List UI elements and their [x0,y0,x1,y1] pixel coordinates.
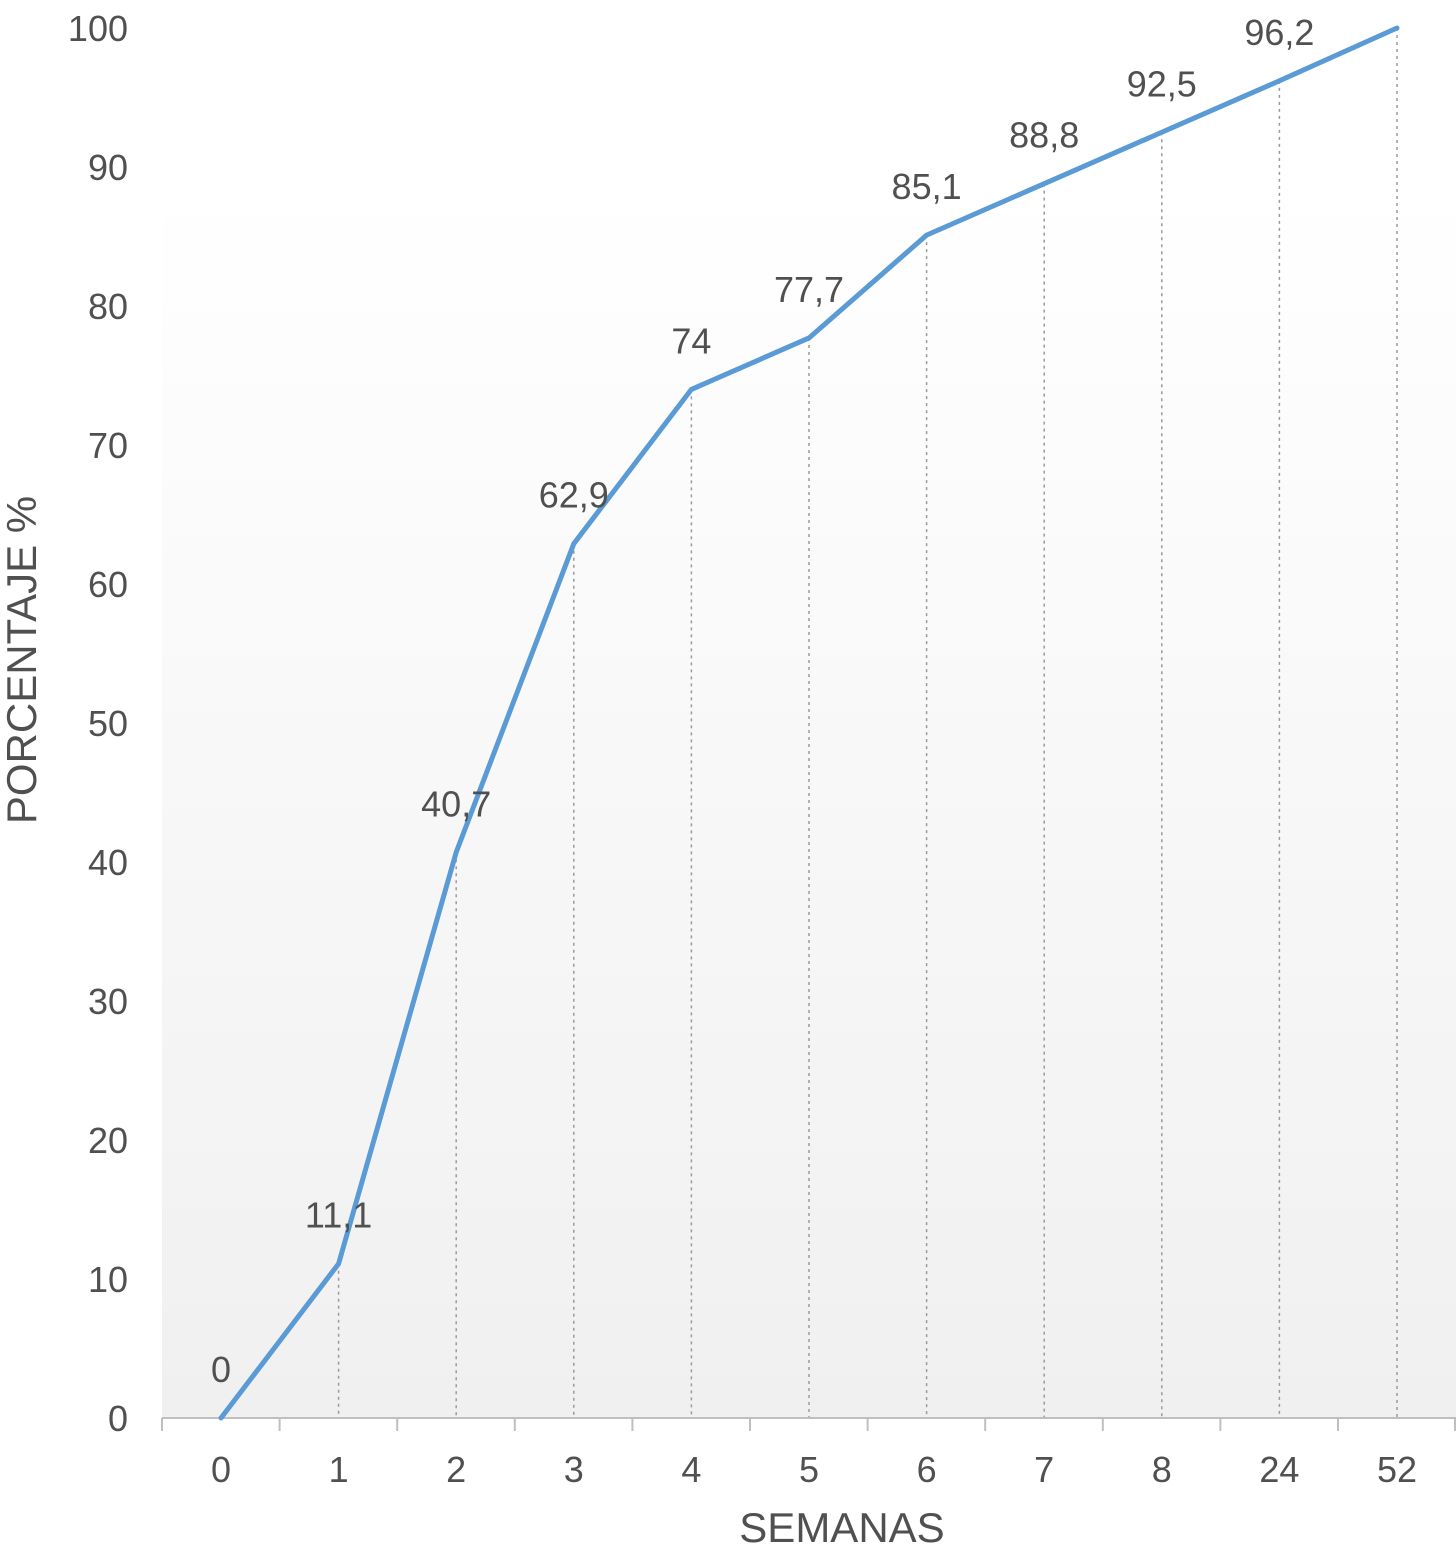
y-tick-label: 70 [88,425,128,466]
data-label: 88,8 [1009,115,1079,156]
series-line-group [218,25,1400,1421]
y-tick-label: 80 [88,286,128,327]
x-tick-label: 0 [211,1449,231,1490]
x-axis [161,1417,1456,1431]
y-axis-title: PORCENTAJE % [0,496,45,824]
data-label: 92,5 [1127,63,1197,104]
x-axis-tick-labels: 0 1 2 3 4 5 6 7 8 24 52 [211,1449,1417,1490]
data-label: 11,1 [305,1195,372,1236]
y-tick-label: 10 [88,1259,128,1300]
x-tick-label: 7 [1034,1449,1054,1490]
x-tick-label: 3 [564,1449,584,1490]
x-tick-label: 2 [446,1449,466,1490]
series-line [218,25,1400,1421]
y-tick-label: 30 [88,981,128,1022]
x-tick-label: 8 [1152,1449,1172,1490]
y-tick-label: 90 [88,147,128,188]
data-label: 85,1 [892,166,962,207]
drop-lines [337,28,1398,1418]
x-tick-label: 1 [329,1449,349,1490]
y-tick-label: 100 [68,8,128,49]
y-tick-label: 20 [88,1120,128,1161]
x-tick-label: 52 [1377,1449,1417,1490]
data-label: 77,7 [774,269,844,310]
x-axis-title: SEMANAS [739,1504,944,1545]
x-tick-label: 4 [681,1449,701,1490]
x-tick-label: 24 [1259,1449,1299,1490]
data-label: 74 [671,320,711,361]
data-label: 62,9 [539,475,609,516]
data-label: 40,7 [421,783,491,824]
data-label: 96,2 [1244,12,1314,53]
x-tick-label: 5 [799,1449,819,1490]
x-tick-label: 6 [917,1449,937,1490]
y-tick-label: 0 [108,1398,128,1439]
y-tick-label: 40 [88,842,128,883]
y-tick-label: 50 [88,703,128,744]
plot-area-background [162,180,1456,1418]
data-label: 0 [211,1349,231,1390]
y-tick-label: 60 [88,564,128,605]
y-axis-tick-labels: 0 10 20 30 40 50 60 70 80 90 100 [68,8,128,1439]
